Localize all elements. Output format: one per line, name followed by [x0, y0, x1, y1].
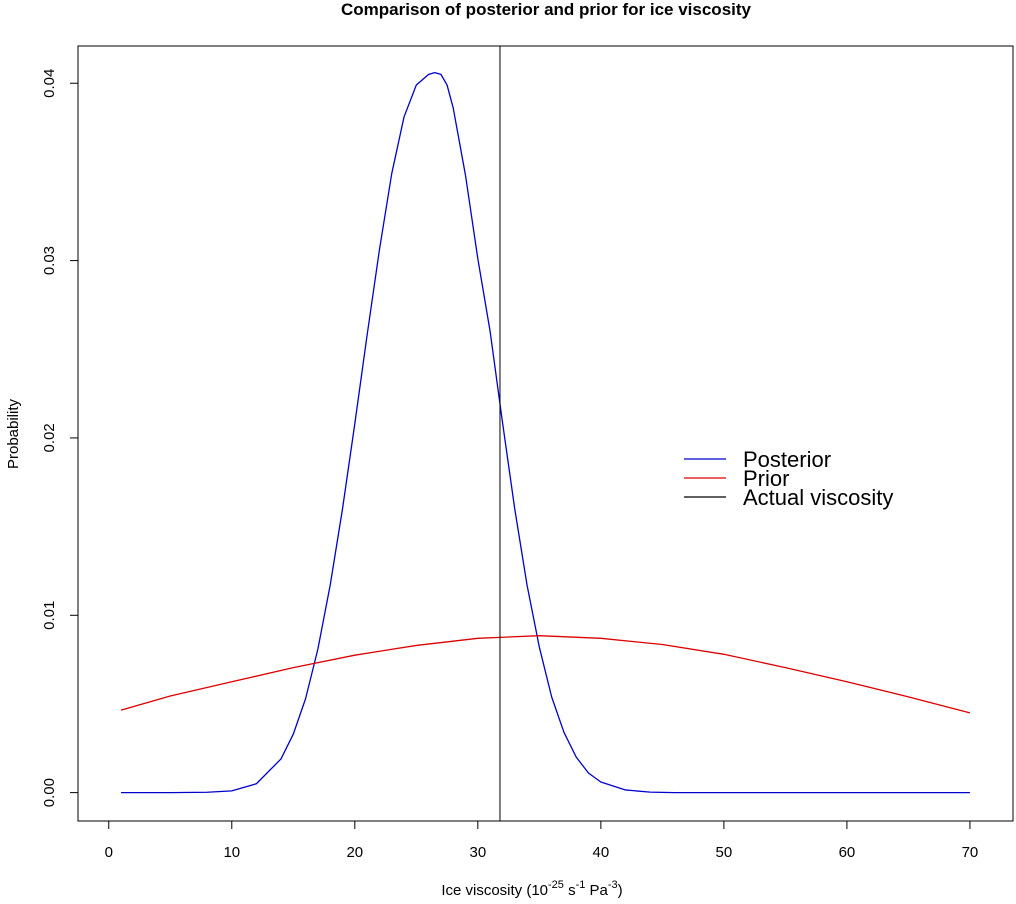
x-axis-label-mid2: Pa	[585, 882, 608, 899]
x-axis-label-prefix: Ice viscosity (10	[441, 882, 548, 899]
legend-label-actual-viscosity: Actual viscosity	[743, 485, 893, 510]
legend-label-posterior: Posterior	[743, 447, 831, 472]
y-tick-label: 0.01	[41, 601, 58, 630]
x-axis-label: Ice viscosity (10-25 s-1 Pa-3)	[441, 879, 622, 899]
x-tick-label: 60	[839, 844, 856, 861]
y-axis-label: Probability	[5, 398, 22, 469]
x-tick-label: 0	[105, 844, 113, 861]
legend: Posterior Prior Actual viscosity	[684, 447, 893, 510]
legend-label-prior: Prior	[743, 466, 789, 491]
chart-title: Comparison of posterior and prior for ic…	[341, 0, 752, 19]
x-tick-label: 70	[962, 844, 979, 861]
y-axis: 0.00 0.01 0.02 0.03 0.04	[41, 69, 79, 807]
x-axis-label-mid1: s	[564, 882, 576, 899]
x-axis-label-exp1: -25	[548, 879, 564, 891]
x-tick-label: 40	[593, 844, 610, 861]
y-tick-label: 0.03	[41, 246, 58, 275]
x-tick-label: 10	[223, 844, 240, 861]
y-tick-label: 0.00	[41, 778, 58, 807]
x-tick-label: 30	[469, 844, 486, 861]
x-axis: 0 10 20 30 40 50 60 70	[105, 820, 979, 861]
series-layer	[120, 46, 971, 821]
y-tick-label: 0.04	[41, 69, 58, 98]
plot-frame	[77, 45, 1014, 822]
x-axis-label-suffix: )	[618, 882, 623, 899]
x-tick-label: 20	[346, 844, 363, 861]
x-axis-label-exp2: -1	[576, 879, 586, 891]
series-line-prior	[120, 635, 971, 714]
series-line-posterior	[121, 71, 970, 794]
x-tick-label: 50	[716, 844, 733, 861]
y-tick-label: 0.02	[41, 423, 58, 452]
x-axis-label-exp3: -3	[608, 879, 618, 891]
